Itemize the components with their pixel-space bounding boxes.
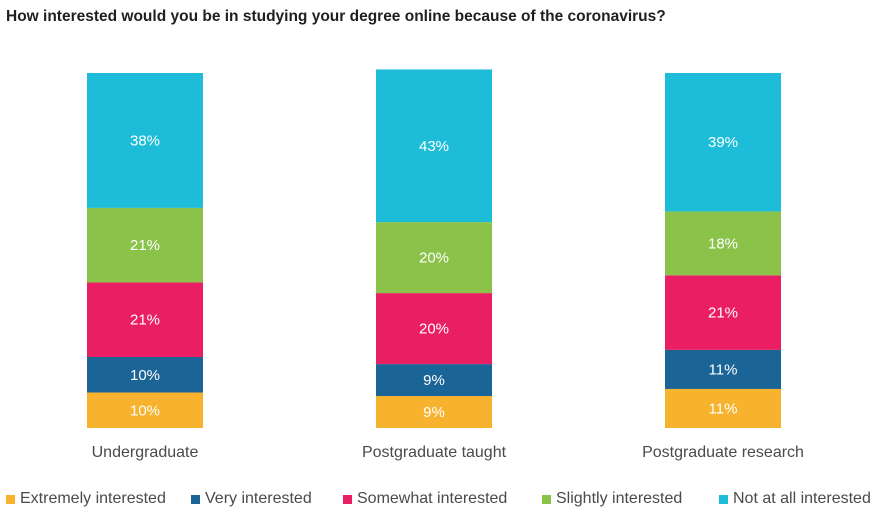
legend-label: Somewhat interested [357, 490, 508, 507]
bar-segment [376, 69, 492, 223]
data-label: 20% [419, 321, 449, 338]
data-label: 10% [130, 402, 160, 419]
data-label: 18% [708, 235, 738, 252]
legend-swatch [6, 494, 15, 504]
bar-segment [376, 293, 492, 365]
bar-segment [665, 349, 781, 389]
bar-segment [376, 396, 492, 428]
legend-label: Slightly interested [556, 490, 683, 507]
bar-segment [665, 211, 781, 276]
data-label: 9% [423, 404, 445, 421]
legend-swatch [542, 494, 551, 504]
bar-segment [87, 392, 203, 428]
data-label: 9% [423, 372, 445, 389]
category-label: Postgraduate taught [362, 444, 507, 461]
legend-label: Not at all interested [733, 490, 871, 507]
data-label: 21% [708, 305, 738, 322]
category-label: Postgraduate research [642, 444, 804, 461]
bar-segment [87, 282, 203, 357]
data-label: 21% [130, 237, 160, 254]
legend-label: Very interested [205, 490, 312, 507]
bar-segment [376, 222, 492, 294]
data-label: 43% [419, 138, 449, 155]
bar-segment [376, 364, 492, 397]
legend-item: Somewhat interested [343, 490, 507, 508]
legend-swatch [719, 494, 728, 504]
data-label: 39% [708, 134, 738, 151]
category-label: Undergraduate [92, 444, 199, 461]
data-label: 21% [130, 312, 160, 329]
bar-segment [665, 73, 781, 212]
legend-item: Slightly interested [542, 490, 682, 508]
stacked-bar-chart: 10% 10% 21% 21% 38% Undergraduate 9% 9% 20% 20% 43… [87, 69, 804, 461]
bar-segment [87, 357, 203, 393]
legend-swatch [343, 494, 352, 504]
chart-legend: Extremely interested Very interested Somew… [6, 490, 876, 512]
bar-segment [87, 73, 203, 208]
bar-segment [665, 275, 781, 350]
data-label: 20% [419, 250, 449, 267]
data-label: 10% [130, 367, 160, 384]
chart-title: How interested would you be in studying … [6, 8, 666, 25]
bar-segment [665, 388, 781, 428]
data-label: 38% [130, 132, 160, 149]
legend-item: Extremely interested [6, 490, 166, 508]
legend-item: Not at all interested [719, 490, 871, 508]
legend-item: Very interested [191, 490, 312, 508]
data-label: 11% [709, 361, 738, 378]
data-label: 11% [709, 400, 738, 417]
legend-label: Extremely interested [20, 490, 166, 507]
legend-swatch [191, 494, 200, 504]
bar-segment [87, 207, 203, 283]
